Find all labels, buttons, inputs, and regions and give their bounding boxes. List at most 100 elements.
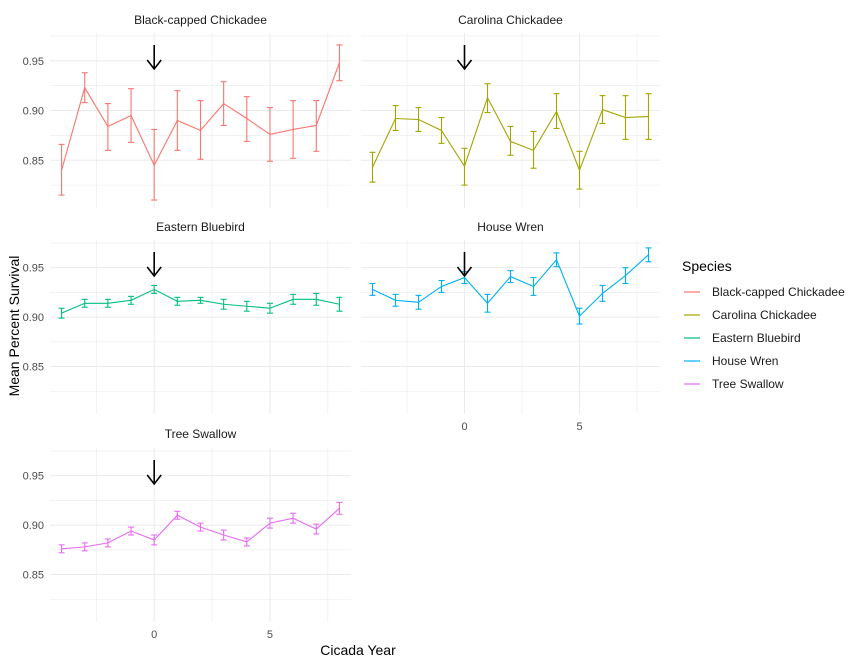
- error-bar: [438, 116, 445, 144]
- legend-item-tree-swallow: Tree Swallow: [684, 377, 784, 391]
- error-bar: [174, 296, 181, 306]
- legend-item-eastern-bluebird: Eastern Bluebird: [684, 331, 801, 345]
- y-tick-label: 0.85: [23, 570, 44, 582]
- error-bar: [290, 293, 297, 305]
- error-bar: [392, 293, 399, 307]
- x-tick-label: 5: [267, 629, 273, 641]
- error-bar: [576, 307, 583, 325]
- error-bar: [336, 501, 343, 515]
- legend-label: House Wren: [712, 354, 778, 368]
- error-bar: [290, 512, 297, 524]
- error-bar: [369, 282, 376, 296]
- arrow-head: [146, 266, 162, 278]
- error-bar: [530, 130, 537, 169]
- error-bar: [151, 534, 158, 546]
- error-bar: [58, 307, 65, 319]
- legend-label: Eastern Bluebird: [712, 331, 801, 345]
- cicada-year-arrow: [146, 252, 162, 278]
- error-bar: [151, 128, 158, 201]
- y-tick-label: 0.95: [23, 56, 44, 68]
- error-bar: [576, 150, 583, 190]
- error-bar: [599, 284, 606, 302]
- error-bar: [553, 93, 560, 130]
- error-bar: [220, 529, 227, 541]
- cicada-year-arrow: [456, 252, 473, 278]
- x-tick-label: 0: [151, 629, 157, 641]
- legend-item-black-capped-chickadee: Black-capped Chickadee: [684, 285, 845, 299]
- panel-carolina-chickadee: Carolina Chickadee: [361, 13, 660, 208]
- arrow-head: [146, 59, 162, 71]
- error-bar: [81, 298, 88, 308]
- y-tick-label: 0.95: [23, 263, 44, 275]
- error-bar: [290, 100, 297, 159]
- panel-title: House Wren: [477, 220, 543, 234]
- error-bar: [128, 88, 135, 143]
- error-bar: [266, 302, 273, 314]
- grid-tree-swallow: [50, 448, 351, 622]
- legend-item-house-wren: House Wren: [684, 354, 778, 368]
- x-axis-title: Cicada Year: [320, 642, 396, 658]
- chart-panels: Black-capped Chickadee 0.85 0.90 0.95 Caroli…: [23, 13, 660, 641]
- grid-eastern-bluebird: [50, 240, 351, 414]
- error-bar: [174, 510, 181, 520]
- panel-title: Carolina Chickadee: [458, 13, 563, 27]
- error-bar: [104, 538, 111, 548]
- arrow-head: [456, 59, 473, 71]
- error-bar: [530, 277, 537, 296]
- error-bar: [266, 517, 273, 529]
- error-bar: [484, 83, 491, 114]
- y-tick-label: 0.90: [23, 520, 44, 532]
- error-bar: [243, 537, 250, 547]
- error-bar: [507, 125, 514, 156]
- error-bar: [197, 296, 204, 304]
- y-axis-title: Mean Percent Survival: [6, 256, 22, 397]
- panel-title: Black-capped Chickadee: [134, 13, 267, 27]
- error-bar: [220, 298, 227, 310]
- error-bar: [104, 298, 111, 308]
- y-tick-label: 0.85: [23, 362, 44, 374]
- error-bar: [507, 270, 514, 284]
- error-bar: [622, 95, 629, 140]
- error-bar: [197, 100, 204, 160]
- error-bar: [645, 247, 652, 263]
- error-bar: [313, 100, 320, 152]
- error-bar: [243, 300, 250, 312]
- error-bar: [128, 295, 135, 305]
- cicada-year-arrow: [146, 460, 162, 486]
- error-bar: [174, 90, 181, 151]
- error-bar: [81, 72, 88, 104]
- panel-title: Eastern Bluebird: [156, 220, 245, 234]
- error-bar: [243, 96, 250, 142]
- legend-item-carolina-chickadee: Carolina Chickadee: [684, 308, 817, 322]
- series-line-house-wren: [372, 254, 649, 318]
- error-bar: [415, 294, 422, 310]
- error-bar: [369, 151, 376, 183]
- panel-title: Tree Swallow: [165, 427, 237, 441]
- x-tick-label: 5: [576, 421, 582, 433]
- error-bar: [58, 143, 65, 196]
- error-bar: [313, 292, 320, 306]
- panel-house-wren: House Wren 0 5: [361, 220, 660, 433]
- grid-house-wren: [361, 240, 660, 414]
- legend-title: Species: [682, 258, 732, 274]
- x-tick-label: 0: [461, 421, 467, 433]
- error-bar: [415, 107, 422, 132]
- grid-carolina-chickadee: [361, 33, 660, 208]
- error-bar: [438, 279, 445, 293]
- y-tick-label: 0.90: [23, 106, 44, 118]
- cicada-year-arrow: [456, 45, 473, 71]
- y-tick-label: 0.85: [23, 155, 44, 167]
- error-bar: [622, 267, 629, 285]
- error-bar: [266, 107, 273, 162]
- error-bar: [645, 93, 652, 140]
- error-bar: [461, 147, 468, 186]
- arrow-head: [456, 266, 473, 278]
- error-bar: [599, 95, 606, 125]
- y-tick-label: 0.95: [23, 471, 44, 483]
- panel-tree-swallow: Tree Swallow 0.85 0.90 0.95 0 5: [23, 427, 351, 641]
- legend-label: Tree Swallow: [712, 377, 784, 391]
- error-bar: [58, 544, 65, 554]
- cicada-year-arrow: [146, 45, 162, 71]
- legend: Species Black-capped Chickadee Carolina C…: [682, 258, 845, 391]
